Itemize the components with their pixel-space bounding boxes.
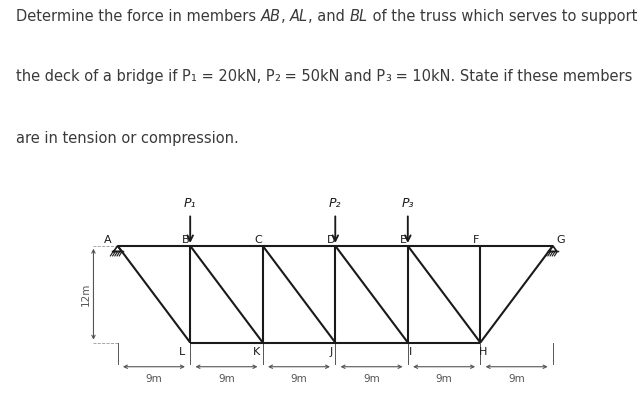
Text: L: L — [179, 347, 185, 357]
Text: C: C — [255, 235, 262, 245]
Text: B: B — [182, 235, 190, 245]
Text: 9m: 9m — [436, 374, 452, 384]
Text: H: H — [478, 347, 487, 357]
Text: ₃: ₃ — [385, 69, 391, 84]
Text: 9m: 9m — [145, 374, 162, 384]
Text: , and: , and — [308, 9, 350, 24]
Text: G: G — [557, 235, 565, 245]
Text: are in tension or compression.: are in tension or compression. — [16, 131, 239, 145]
Text: P₃: P₃ — [401, 197, 414, 210]
Text: = 10kN. State if these members: = 10kN. State if these members — [391, 69, 633, 84]
Text: E: E — [400, 235, 407, 245]
Text: D: D — [327, 235, 336, 245]
Text: BL: BL — [350, 9, 368, 24]
Text: K: K — [253, 347, 260, 357]
Text: = 20kN, P: = 20kN, P — [197, 69, 274, 84]
Text: the deck of a bridge if P: the deck of a bridge if P — [16, 69, 190, 84]
Text: AL: AL — [290, 9, 308, 24]
Text: ₂: ₂ — [274, 69, 280, 84]
Text: J: J — [329, 347, 333, 357]
Text: ,: , — [281, 9, 290, 24]
Text: 9m: 9m — [218, 374, 235, 384]
Text: 12m: 12m — [80, 283, 90, 306]
Text: Determine the force in members: Determine the force in members — [16, 9, 261, 24]
Text: 9m: 9m — [508, 374, 525, 384]
Text: ₁: ₁ — [190, 69, 197, 84]
Text: I: I — [408, 347, 412, 357]
Text: AB: AB — [261, 9, 281, 24]
Text: A: A — [104, 235, 111, 245]
Text: 9m: 9m — [363, 374, 380, 384]
Text: = 50kN and P: = 50kN and P — [280, 69, 385, 84]
Text: 9m: 9m — [290, 374, 308, 384]
Text: P₂: P₂ — [329, 197, 341, 210]
Text: F: F — [473, 235, 480, 245]
Text: of the truss which serves to support: of the truss which serves to support — [368, 9, 637, 24]
Text: P₁: P₁ — [184, 197, 196, 210]
